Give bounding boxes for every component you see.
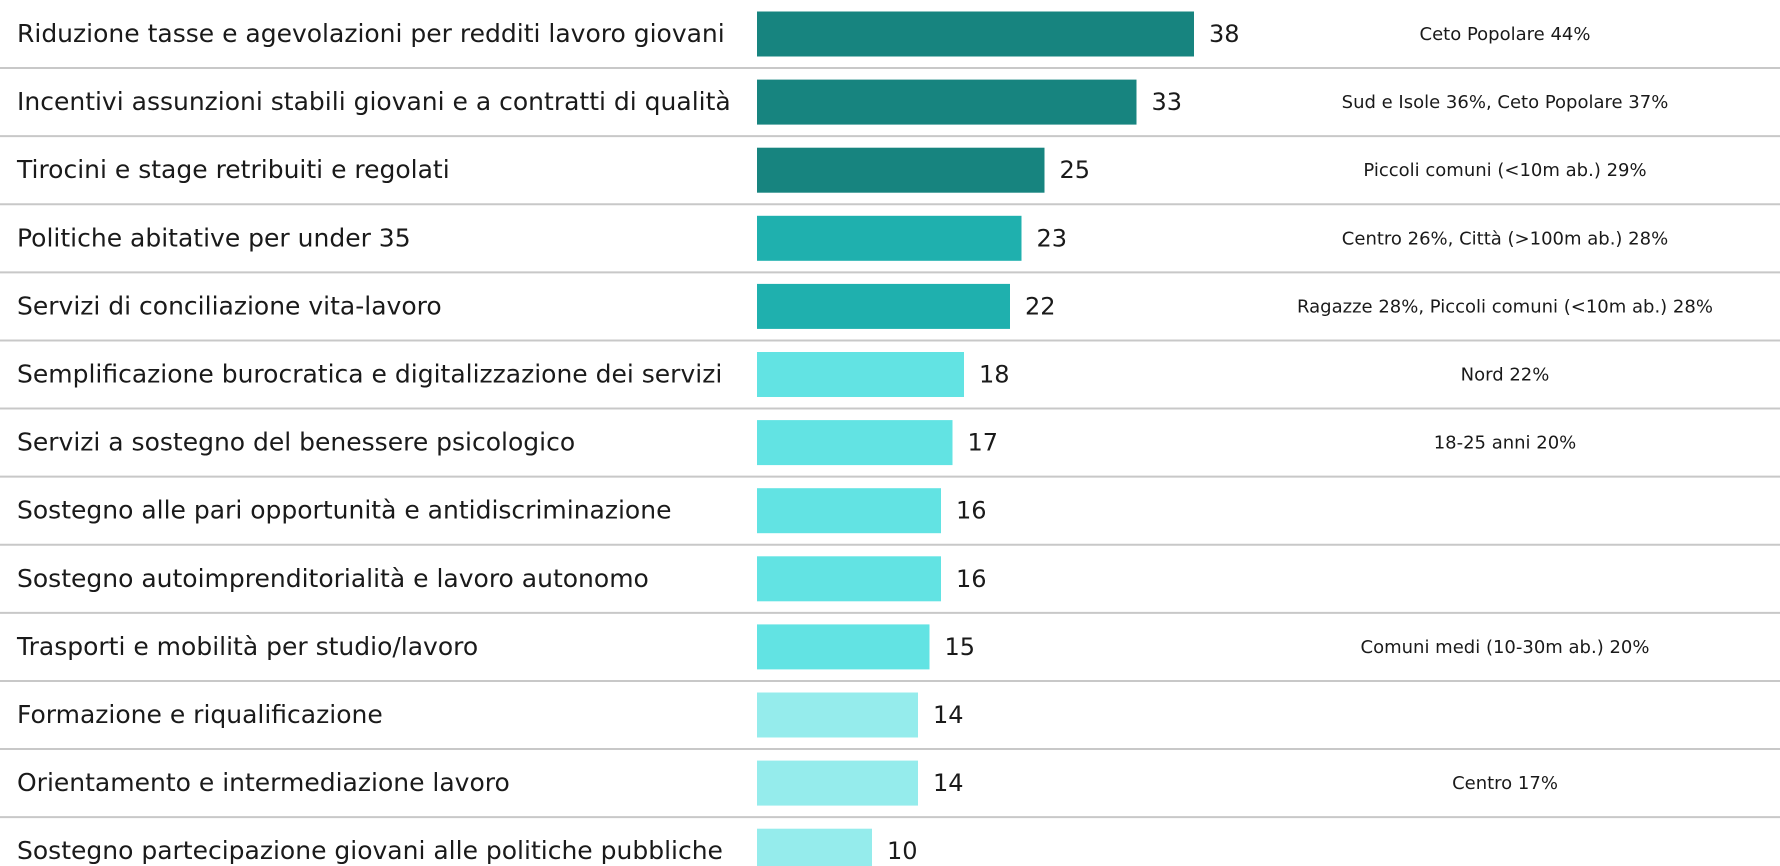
value-label: 33 — [1152, 88, 1183, 116]
bar — [757, 828, 872, 866]
category-label: Formazione e riqualificazione — [17, 700, 383, 729]
value-label: 38 — [1209, 20, 1240, 48]
annotation: Ragazze 28%, Piccoli comuni (<10m ab.) 2… — [1297, 296, 1713, 317]
category-label: Sostegno alle pari opportunità e antidis… — [17, 496, 671, 525]
annotation: Nord 22% — [1461, 365, 1550, 386]
value-label: 22 — [1025, 292, 1056, 320]
value-label: 23 — [1037, 224, 1068, 252]
category-label: Riduzione tasse e agevolazioni per reddi… — [17, 19, 725, 48]
category-label: Semplificazione burocratica e digitalizz… — [17, 360, 722, 389]
annotation: Centro 26%, Città (>100m ab.) 28% — [1342, 228, 1668, 249]
bar — [757, 352, 964, 397]
annotation: Piccoli comuni (<10m ab.) 29% — [1363, 160, 1646, 181]
category-label: Politiche abitative per under 35 — [17, 223, 411, 252]
bar — [757, 79, 1137, 125]
value-label: 16 — [956, 497, 987, 525]
category-label: Trasporti e mobilità per studio/lavoro — [16, 632, 478, 661]
category-label: Servizi di conciliazione vita-lavoro — [17, 291, 442, 320]
annotation: Comuni medi (10-30m ab.) 20% — [1361, 637, 1650, 658]
category-label: Orientamento e intermediazione lavoro — [17, 768, 510, 797]
bar — [757, 420, 953, 466]
category-label: Incentivi assunzioni stabili giovani e a… — [17, 87, 731, 116]
annotation: 18-25 anni 20% — [1434, 433, 1577, 454]
bar — [757, 11, 1194, 57]
value-label: 25 — [1060, 156, 1091, 184]
category-label: Servizi a sostegno del benessere psicolo… — [17, 428, 575, 457]
category-label: Sostegno autoimprenditorialità e lavoro … — [17, 564, 649, 593]
value-label: 18 — [979, 361, 1010, 389]
annotation: Sud e Isole 36%, Ceto Popolare 37% — [1342, 92, 1669, 113]
value-label: 14 — [933, 769, 964, 797]
value-label: 15 — [945, 633, 976, 661]
bar — [757, 215, 1022, 261]
annotation: Centro 17% — [1452, 773, 1558, 794]
bar — [757, 488, 941, 534]
bar — [757, 624, 930, 670]
category-label: Tirocini e stage retribuiti e regolati — [16, 155, 450, 184]
value-label: 14 — [933, 701, 964, 729]
value-label: 17 — [968, 429, 999, 457]
bar — [757, 556, 941, 602]
bar — [757, 283, 1010, 329]
bar — [757, 147, 1045, 193]
value-label: 10 — [887, 837, 918, 865]
bar — [757, 692, 918, 738]
bar — [757, 760, 918, 806]
category-label: Sostegno partecipazione giovani alle pol… — [17, 836, 723, 865]
value-label: 16 — [956, 565, 987, 593]
annotation: Ceto Popolare 44% — [1420, 24, 1591, 45]
